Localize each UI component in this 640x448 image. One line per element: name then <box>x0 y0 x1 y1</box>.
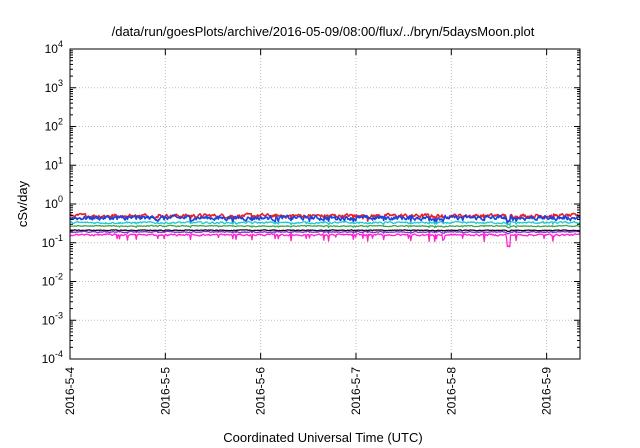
y-tick-label: 10-2 <box>42 272 63 289</box>
x-tick-label: 2016-5-9 <box>540 367 554 415</box>
y-axis: 10-4 10-3 10-2 10-1 100 101 102 103 104 <box>42 39 580 366</box>
x-tick-label: 2016-5-6 <box>254 367 268 415</box>
series-line <box>69 230 581 235</box>
grid <box>70 49 580 359</box>
y-tick-label: 104 <box>45 39 63 56</box>
x-tick-label: 2016-5-8 <box>444 367 458 415</box>
series-group <box>69 212 581 248</box>
x-axis-label: Coordinated Universal Time (UTC) <box>223 430 422 445</box>
y-tick-label: 102 <box>45 117 63 134</box>
y-tick-label: 100 <box>45 194 63 211</box>
x-tick-label: 2016-5-4 <box>63 367 77 415</box>
x-tick-label: 2016-5-7 <box>349 367 363 415</box>
y-tick-label: 101 <box>45 155 63 172</box>
x-axis: 2016-5-4 2016-5-5 2016-5-6 2016-5-7 2016-5-8… <box>63 49 554 415</box>
series-line <box>69 229 581 233</box>
series-line <box>69 233 581 248</box>
y-tick-label: 10-3 <box>42 310 63 327</box>
chart-title: /data/run/goesPlots/archive/2016-05-09/0… <box>112 24 535 39</box>
y-tick-label: 10-4 <box>42 349 63 366</box>
y-axis-label: cSv/day <box>15 180 30 227</box>
series-line <box>69 214 581 225</box>
x-tick-label: 2016-5-5 <box>158 367 172 415</box>
y-tick-label: 103 <box>45 78 63 95</box>
y-tick-label: 10-1 <box>42 233 63 250</box>
series-line <box>69 220 581 226</box>
series-line <box>69 224 581 229</box>
